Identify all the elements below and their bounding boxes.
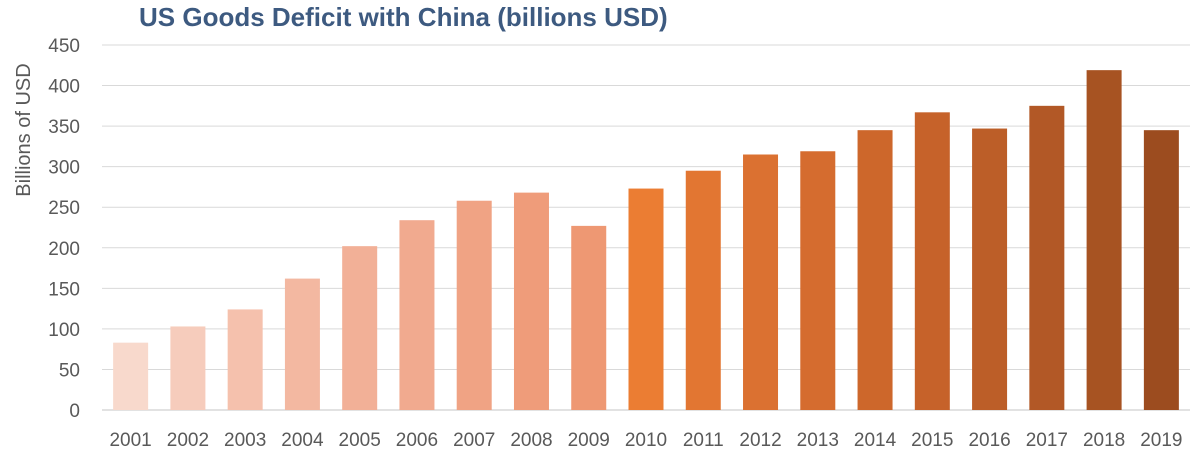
x-tick-label: 2013: [797, 430, 839, 451]
bar-2003: [227, 309, 263, 410]
y-tick-label: 150: [48, 279, 80, 300]
x-tick-label: 2012: [739, 430, 781, 451]
x-axis-ticks: 2001 2002 2003 2004 2005 2006 2007 2008 2009 2010…: [109, 430, 1182, 451]
x-tick-label: 2009: [568, 430, 610, 451]
bar-2015: [914, 112, 950, 411]
x-tick-label: 2010: [625, 430, 667, 451]
bar-2008: [513, 192, 549, 410]
x-tick-label: 2004: [281, 430, 324, 451]
x-tick-label: 2019: [1140, 430, 1182, 451]
chart-title: US Goods Deficit with China (billions US…: [139, 2, 668, 32]
x-tick-label: 2017: [1026, 430, 1068, 451]
bar-2012: [743, 154, 779, 410]
bar-2007: [456, 200, 492, 410]
bars: [113, 70, 1179, 411]
bar-2006: [399, 220, 435, 410]
x-tick-label: 2014: [854, 430, 897, 451]
x-tick-label: 2005: [339, 430, 381, 451]
y-tick-label: 400: [48, 77, 80, 98]
x-tick-label: 2003: [224, 430, 266, 451]
y-axis-ticks: 0 50 100 150 200 250 300 350 400 450: [48, 36, 80, 422]
bar-2017: [1029, 105, 1065, 410]
bar-2016: [972, 128, 1008, 411]
bar-2005: [342, 246, 378, 410]
x-tick-label: 2007: [453, 430, 495, 451]
y-tick-label: 100: [48, 320, 80, 341]
bar-2010: [628, 188, 664, 410]
bar-2018: [1086, 70, 1122, 411]
y-tick-label: 300: [48, 158, 80, 179]
x-tick-label: 2002: [167, 430, 209, 451]
bar-2019: [1143, 130, 1179, 410]
bar-2009: [571, 225, 607, 410]
x-tick-label: 2018: [1083, 430, 1125, 451]
bar-2001: [113, 342, 149, 410]
y-tick-label: 0: [69, 401, 80, 422]
y-tick-label: 350: [48, 117, 80, 138]
bar-2011: [685, 170, 721, 410]
y-tick-label: 450: [48, 36, 80, 57]
bar-2014: [857, 130, 893, 410]
x-tick-label: 2011: [683, 430, 724, 451]
x-tick-label: 2006: [396, 430, 438, 451]
y-axis-label: Billions of USD: [13, 63, 35, 196]
y-tick-label: 250: [48, 198, 80, 219]
x-tick-label: 2016: [968, 430, 1010, 451]
bar-2004: [284, 278, 320, 410]
y-tick-label: 50: [59, 360, 80, 381]
bar-2013: [800, 151, 836, 410]
x-tick-label: 2008: [510, 430, 552, 451]
x-tick-label: 2015: [911, 430, 953, 451]
y-tick-label: 200: [48, 239, 80, 260]
x-tick-label: 2001: [109, 430, 151, 451]
bar-2002: [170, 326, 206, 410]
